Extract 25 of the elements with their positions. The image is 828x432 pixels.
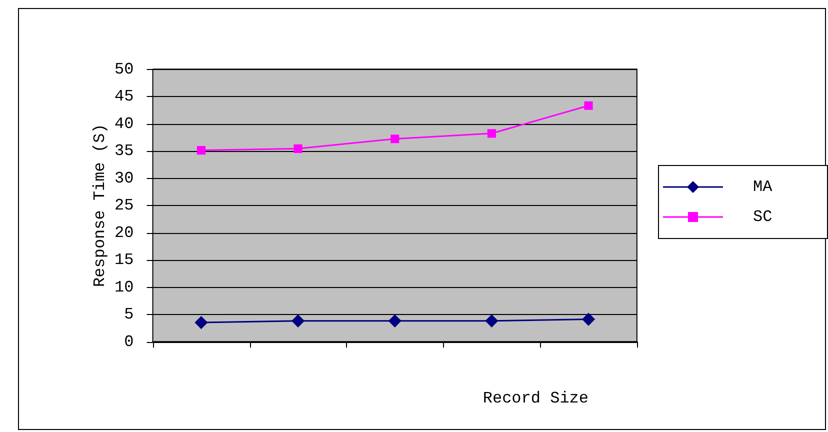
point: [194, 316, 208, 329]
point: [294, 144, 302, 153]
point: [292, 314, 304, 328]
y-tick-label: 30: [114, 169, 134, 188]
y-tick-label: 5: [124, 306, 134, 324]
y-tick-label: 40: [114, 114, 134, 133]
point: [196, 146, 206, 155]
y-tick-label: 0: [124, 332, 134, 351]
legend-label: SC: [753, 208, 772, 226]
point: [390, 134, 400, 144]
legend-label: MA: [753, 178, 772, 196]
point: [388, 314, 402, 328]
point: [485, 314, 498, 328]
y-axis-title: Response Time (S): [90, 124, 109, 287]
y-tick-label: 45: [114, 88, 134, 106]
y-tick-label: 25: [114, 196, 134, 215]
point: [487, 129, 496, 138]
y-tick-label: 50: [114, 60, 134, 78]
x-axis-title: Record Size: [482, 390, 588, 408]
point: [582, 313, 595, 326]
point: [584, 101, 593, 110]
y-tick-label: 15: [114, 251, 134, 270]
y-tick-label: 35: [114, 142, 134, 160]
y-tick-label: 10: [114, 278, 134, 296]
y-tick-label: 20: [114, 224, 134, 242]
